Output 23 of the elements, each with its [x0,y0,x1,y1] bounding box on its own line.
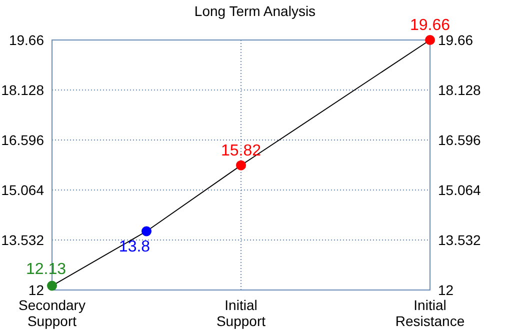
y-tick-label: 19.66 [8,32,44,48]
y2-tick-label: 16.596 [438,132,482,148]
y2-tick-label: 13.532 [438,232,482,248]
data-label: 19.66 [410,17,450,34]
chart-title: Long Term Analysis [194,3,316,19]
x-tick-label: Initial Support [216,297,266,329]
y2-tick-label: 15.064 [438,182,482,198]
y-tick-label: 16.596 [1,132,44,148]
point [236,160,246,170]
y2-tick-label: 19.66 [438,32,474,48]
data-label: 13.8 [118,238,150,256]
x-tick-label: Initial Resistance [395,297,465,329]
x-tick-label: Secondary Support [18,297,86,329]
y-tick-label: 12 [28,282,44,298]
point [47,280,57,291]
y2-tick-label: 18.128 [438,82,482,98]
y2-tick-label: 12 [438,282,454,298]
data-label: 15.82 [220,142,262,160]
y-tick-label: 13.532 [1,232,44,248]
y-tick-label: 15.064 [1,182,44,198]
y-tick-label: 18.128 [1,82,44,98]
point [425,35,435,45]
point [142,226,152,236]
